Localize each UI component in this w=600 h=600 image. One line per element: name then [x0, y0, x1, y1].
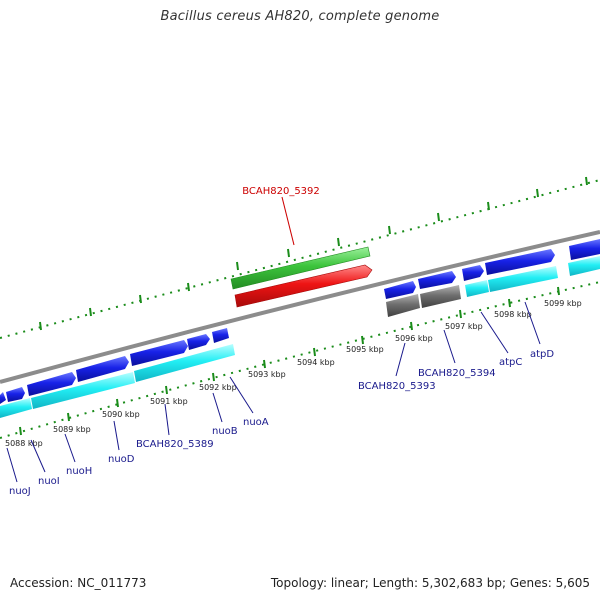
pseudo-gene-bar[interactable]	[386, 294, 420, 317]
gene-label[interactable]: nuoA	[243, 417, 269, 428]
gene-arrow[interactable]	[76, 356, 129, 382]
scale-label: 5095 kbp	[346, 345, 384, 354]
gene-label[interactable]: atpD	[530, 349, 554, 360]
gene-label[interactable]: BCAH820_5394	[418, 368, 496, 379]
cds-bar[interactable]	[31, 372, 135, 409]
gene-arrow[interactable]	[212, 328, 229, 343]
gene-arrow[interactable]	[485, 249, 555, 275]
gene-arrow[interactable]	[418, 271, 456, 289]
gene-arrow[interactable]	[187, 334, 210, 350]
highlight-label-group: BCAH820_5392	[242, 186, 320, 246]
scale-label: 5090 kbp	[102, 410, 140, 419]
highlight-gene-arrow[interactable]	[234, 264, 373, 308]
plus-strand-genes-left	[0, 328, 229, 404]
scale-label: 5098 kbp	[494, 310, 532, 319]
plus-strand-genes-right	[462, 239, 600, 281]
scale-label: 5091 kbp	[150, 397, 188, 406]
gene-arrow[interactable]	[130, 340, 188, 366]
gene-label[interactable]: BCAH820_5389	[136, 439, 214, 450]
cds-bar[interactable]	[488, 266, 558, 292]
gene-label[interactable]: nuoB	[212, 426, 238, 437]
gene-label[interactable]: atpC	[499, 357, 522, 368]
pseudo-gene-bar[interactable]	[420, 285, 461, 308]
gene-label[interactable]: nuoI	[38, 476, 60, 487]
highlight-gene-pair	[230, 246, 373, 308]
gene-arrow[interactable]	[569, 239, 600, 260]
gene-arrow[interactable]	[27, 372, 76, 396]
cds-bar[interactable]	[134, 344, 235, 382]
scale-label: 5096 kbp	[395, 334, 433, 343]
gene-label-leaders	[6, 301, 541, 483]
gene-label[interactable]: nuoH	[66, 466, 92, 477]
lower-major-ticks	[19, 286, 560, 436]
gene-label[interactable]: BCAH820_5393	[358, 381, 436, 392]
plus-strand-cds-left	[0, 344, 235, 418]
pseudo-genes-right	[384, 271, 461, 317]
genome-title: Bacillus cereus AH820, complete genome	[160, 9, 440, 24]
scale-label: 5089 kbp	[53, 425, 91, 434]
upper-major-ticks	[39, 176, 588, 331]
highlight-cds-bar[interactable]	[230, 246, 371, 290]
gene-arrow[interactable]	[6, 387, 25, 402]
upper-scale-track	[0, 176, 600, 339]
scale-label: 5092 kbp	[199, 383, 237, 392]
cds-bar[interactable]	[465, 280, 489, 297]
genome-summary-text: Topology: linear; Length: 5,302,683 bp; …	[270, 576, 590, 590]
lower-scale-track	[0, 281, 600, 439]
scale-label: 5099 kbp	[544, 299, 582, 308]
gene-label[interactable]: nuoJ	[9, 486, 31, 497]
cds-bar[interactable]	[0, 398, 32, 418]
highlight-gene-label[interactable]: BCAH820_5392	[242, 186, 320, 197]
scale-label: 5088 kbp	[5, 439, 43, 448]
gene-arrow[interactable]	[384, 281, 416, 299]
gene-labels: nuoJ nuoI nuoH nuoD BCAH820_5389 nuoB nu…	[9, 349, 554, 497]
scale-label: 5094 kbp	[297, 358, 335, 367]
cds-bar[interactable]	[568, 256, 600, 276]
scale-label: 5093 kbp	[248, 370, 286, 379]
plus-strand-cds-right	[465, 256, 600, 297]
scale-label: 5097 kbp	[445, 322, 483, 331]
gene-label[interactable]: nuoD	[108, 454, 135, 465]
accession-text: Accession: NC_011773	[10, 576, 147, 590]
gene-arrow[interactable]	[462, 265, 484, 281]
scale-labels: 5088 kbp 5089 kbp 5090 kbp 5091 kbp 5092…	[5, 299, 582, 448]
sequence-backbone	[0, 230, 600, 384]
gene-arrow[interactable]	[0, 392, 6, 404]
